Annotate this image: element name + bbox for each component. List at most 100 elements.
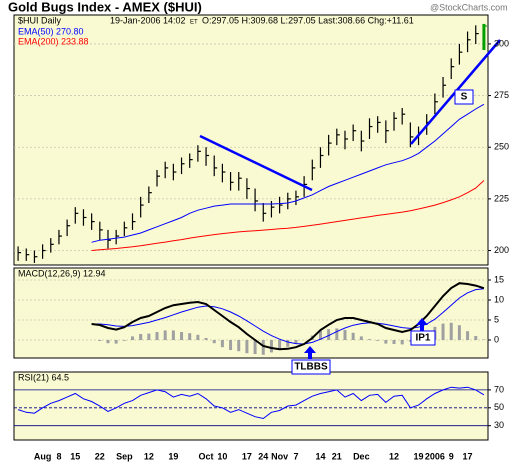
- annotation-box: [454, 89, 474, 105]
- x-tick-label: 2006: [425, 451, 445, 461]
- x-tick-label: 17: [463, 451, 473, 461]
- y-tick-label: 10: [494, 294, 504, 304]
- x-tick-label: 8: [56, 451, 61, 461]
- histogram-bar: [294, 340, 298, 344]
- histogram-bar: [229, 340, 233, 350]
- y-tick-label: 50: [494, 402, 504, 412]
- y-tick-label: 275: [494, 90, 509, 100]
- signal-line: [91, 288, 484, 345]
- histogram-bar: [196, 334, 200, 340]
- x-tick-label: Aug: [34, 451, 52, 461]
- histogram-bar: [466, 331, 470, 340]
- x-tick-label: 14: [315, 451, 325, 461]
- y-tick-label: 70: [494, 384, 504, 394]
- histogram-bar: [106, 340, 110, 344]
- histogram-bar: [204, 338, 208, 340]
- histogram-bar: [131, 336, 134, 340]
- ema-line: [91, 103, 485, 243]
- histogram-bar: [155, 332, 159, 340]
- annotation: IP1: [415, 333, 430, 344]
- x-tick-label: 9: [449, 451, 454, 461]
- histogram-bar: [163, 330, 167, 340]
- histogram-bar: [449, 322, 453, 340]
- annotation-box: [291, 359, 331, 375]
- y-tick-label: 200: [494, 245, 509, 255]
- legend-entry: EMA(50) 270.80: [18, 26, 84, 36]
- histogram-bar: [318, 330, 322, 340]
- macd-label: MACD(12,26,9) 12.94: [18, 268, 106, 278]
- histogram-bar: [368, 339, 371, 340]
- histogram-bar: [261, 340, 265, 355]
- y-tick-label: 300: [494, 38, 509, 48]
- histogram-bar: [253, 340, 257, 354]
- histogram-bar: [376, 340, 380, 341]
- x-tick-label: 19: [168, 451, 178, 461]
- histogram-bar: [441, 323, 445, 340]
- rsi-line: [17, 386, 485, 420]
- histogram-bar: [245, 340, 249, 354]
- annotation-box: [410, 330, 436, 346]
- histogram-bar: [408, 340, 412, 342]
- histogram-bar: [392, 340, 396, 344]
- x-tick-label: Sep: [116, 451, 133, 461]
- arrow: [416, 318, 428, 331]
- y-tick-label: 0: [494, 334, 499, 344]
- histogram-bar: [482, 339, 486, 340]
- ema-line: [91, 180, 485, 251]
- histogram-bar: [269, 340, 273, 353]
- subtitle: $HUI Daily: [18, 15, 62, 25]
- x-tick-label: 10: [217, 451, 227, 461]
- chart-title: Gold Bugs Index - AMEX ($HUI): [8, 0, 202, 14]
- y-tick-label: 5: [494, 314, 499, 324]
- x-tick-label: 22: [95, 451, 105, 461]
- legend-entry: EMA(200) 233.88: [18, 36, 89, 46]
- x-tick-label: 21: [332, 451, 342, 461]
- histogram-bar: [351, 332, 355, 340]
- y-tick-label: 225: [494, 193, 509, 203]
- histogram-bar: [114, 340, 118, 344]
- histogram-bar: [237, 340, 241, 352]
- timezone: ET: [190, 20, 198, 26]
- x-tick-label: 17: [242, 451, 252, 461]
- histogram-bar: [98, 340, 102, 341]
- histogram-bar: [171, 330, 175, 340]
- histogram-bar: [474, 336, 478, 340]
- histogram-bar: [278, 340, 282, 350]
- histogram-bar: [188, 333, 192, 340]
- x-tick-label: 7: [293, 451, 298, 461]
- histogram-bar: [212, 340, 216, 344]
- x-tick-label: 15: [70, 451, 80, 461]
- x-tick-label: 12: [144, 451, 154, 461]
- watermark: @StockCharts.com: [430, 2, 508, 12]
- x-tick-label: 12: [389, 451, 399, 461]
- histogram-bar: [335, 328, 339, 340]
- histogram-bar: [122, 340, 126, 341]
- histogram-bar: [286, 340, 290, 347]
- rsi-label: RSI(21) 64.5: [18, 372, 69, 382]
- x-tick-label: Dec: [353, 451, 370, 461]
- x-tick-label: Oct: [199, 451, 214, 461]
- histogram-bar: [457, 325, 461, 340]
- timestamp: 19-Jan-2006 14:02: [110, 15, 186, 25]
- histogram-bar: [359, 336, 363, 340]
- x-tick-label: Nov: [271, 451, 288, 461]
- quote: O:297.05 H:309.68 L:297.05 Last:308.66 C…: [202, 15, 414, 25]
- histogram-bar: [384, 340, 388, 344]
- annotation: S: [461, 92, 468, 103]
- y-tick-label: 15: [494, 274, 504, 284]
- histogram-bar: [343, 330, 347, 340]
- arrow: [304, 346, 316, 359]
- histogram-bar: [400, 340, 404, 345]
- histogram-bar: [147, 333, 151, 340]
- trendline: [199, 134, 313, 192]
- histogram-bar: [139, 334, 143, 340]
- marks: [14, 23, 491, 427]
- macd-panel: [13, 267, 489, 359]
- histogram-bar: [220, 340, 224, 348]
- x-tick-label: 24: [258, 451, 268, 461]
- histogram-bar: [327, 329, 331, 340]
- y-tick-label: 30: [494, 420, 504, 430]
- price-panel: [13, 14, 489, 266]
- histogram-bar: [180, 332, 184, 340]
